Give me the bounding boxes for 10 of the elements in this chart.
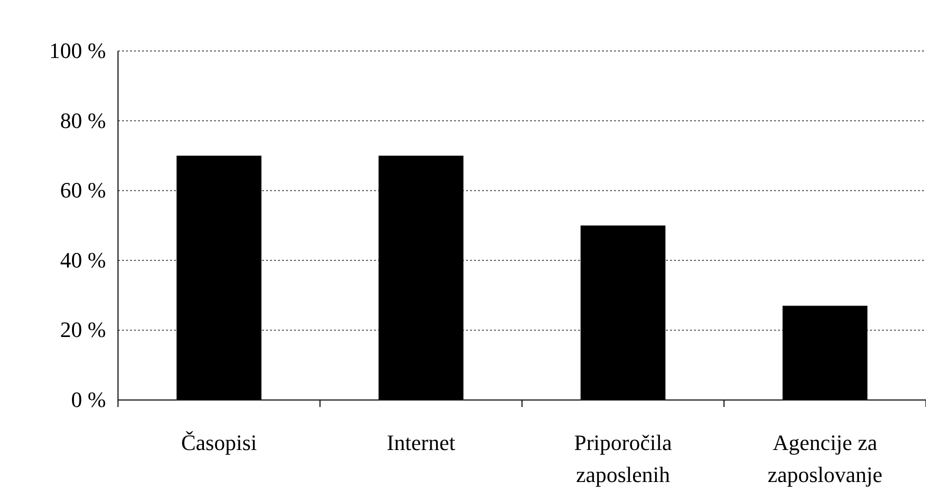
y-tick-label: 80 % <box>60 108 106 133</box>
y-tick-label: 60 % <box>60 178 106 203</box>
y-tick-label: 100 % <box>49 38 106 64</box>
y-tick-label: 20 % <box>60 317 106 342</box>
x-tick-label: Časopisi <box>181 430 257 455</box>
x-tick-label: Agencije za zaposlovanje <box>768 430 882 487</box>
x-tick-label: Internet <box>386 430 456 455</box>
y-tick-label: 0 % <box>71 387 106 412</box>
x-tick-label: Priporočila zaposlenih <box>574 430 672 487</box>
y-tick-label: 40 % <box>60 247 106 272</box>
